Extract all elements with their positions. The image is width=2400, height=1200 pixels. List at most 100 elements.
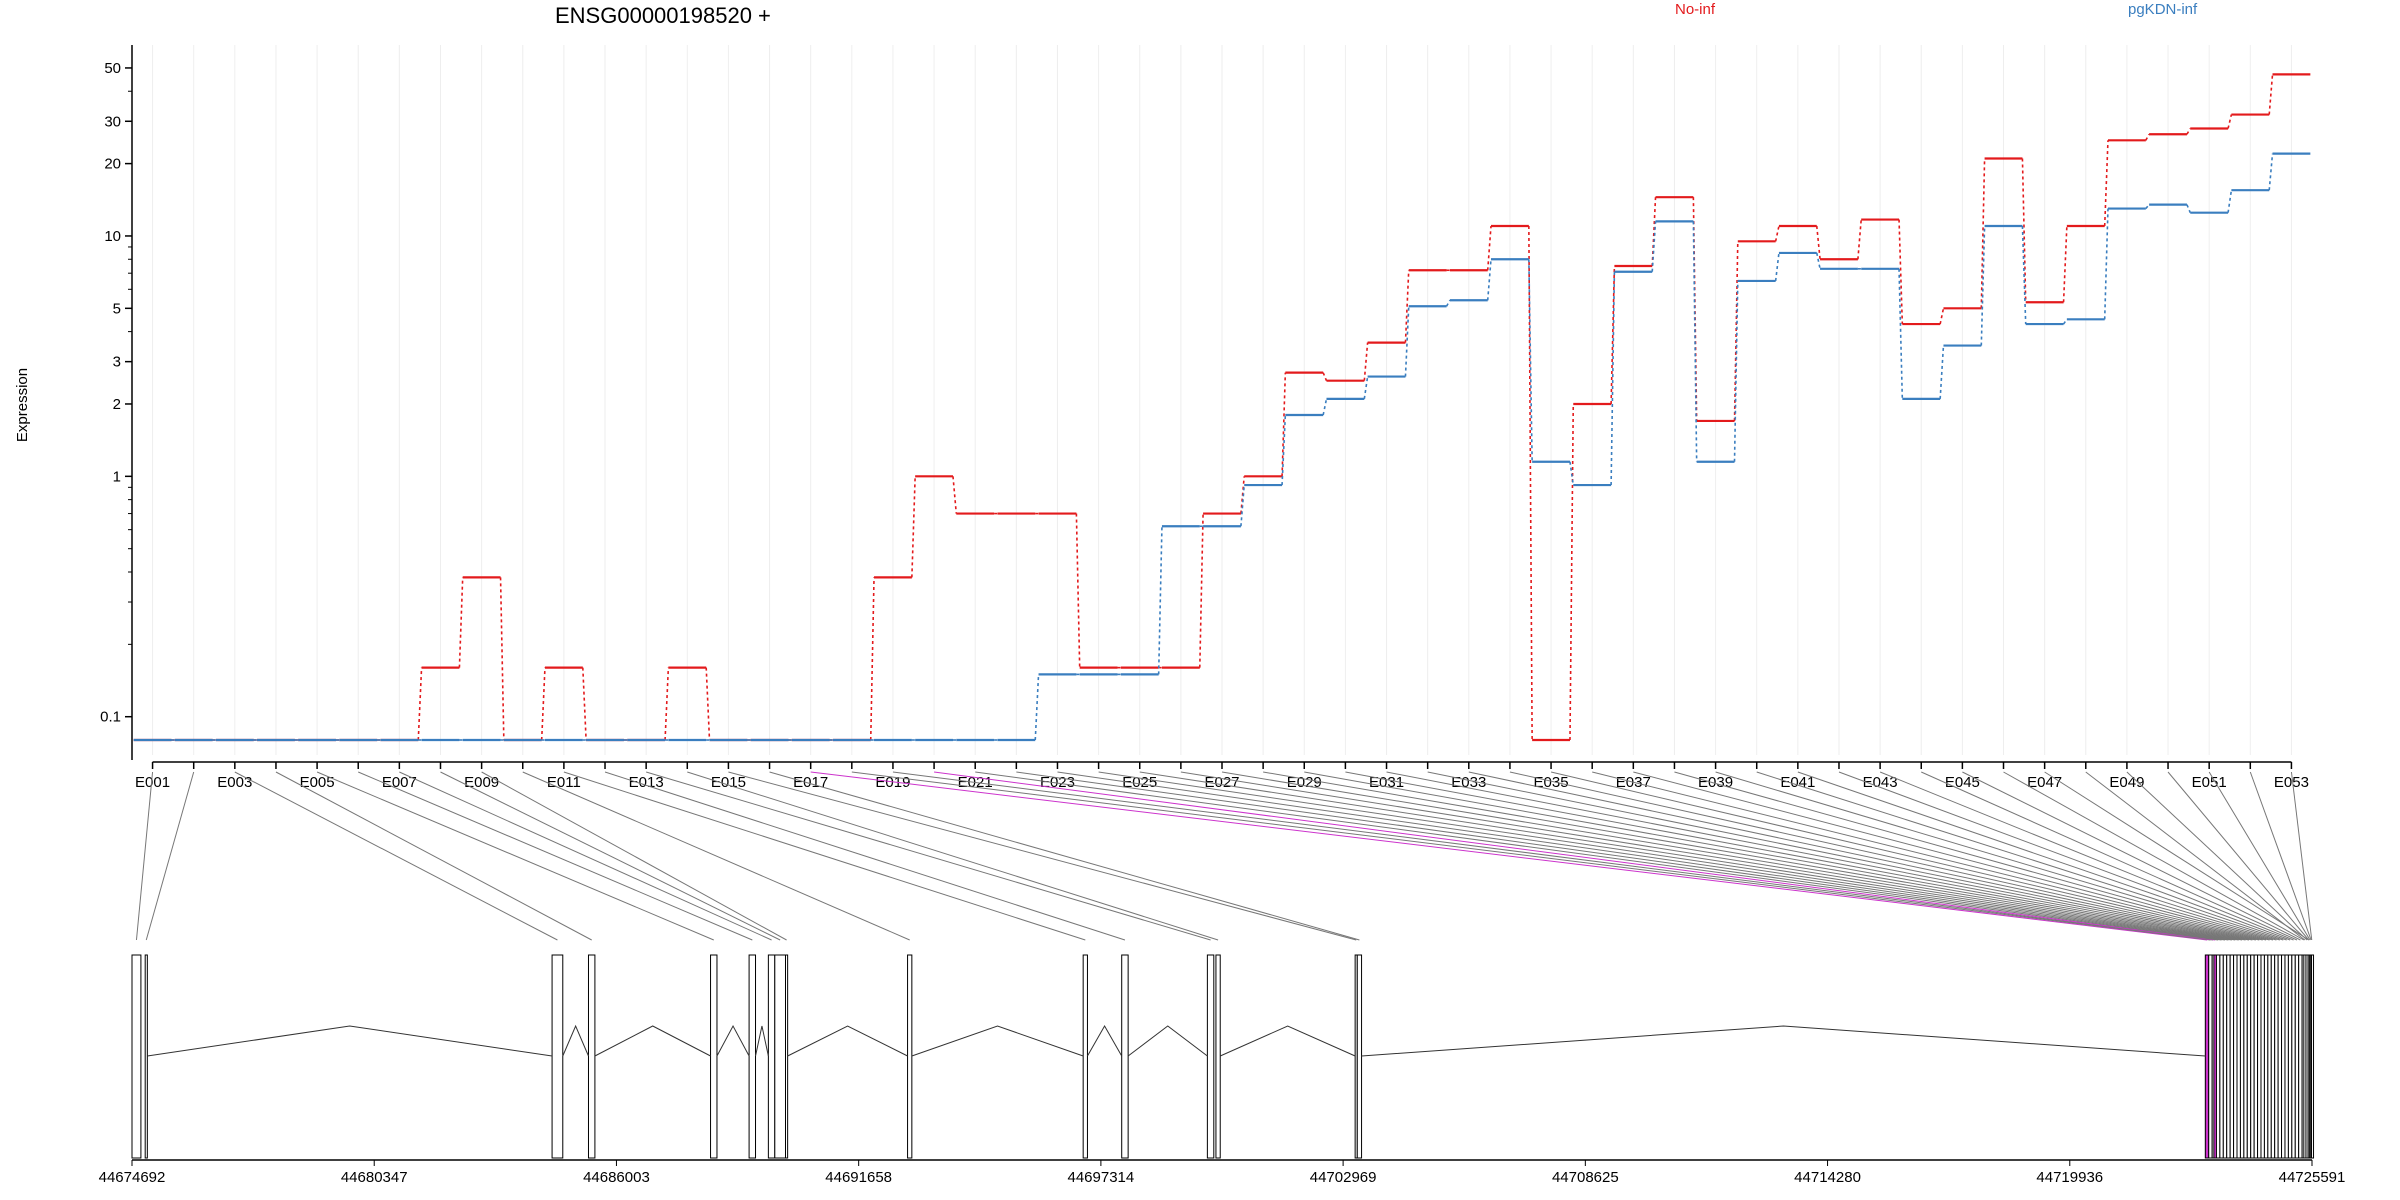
legend-entry-pgkdn-inf: pgKDN-inf [2128,1,2198,18]
exon-connector [316,771,714,941]
series-connector-no-inf [1322,372,1328,381]
series-connector-no-inf [1610,265,1616,404]
x-tick-label: E015 [711,774,746,791]
exon-connector [1016,771,2222,941]
exon-connector [1180,771,2236,941]
series-connector-no-inf [911,476,916,578]
y-tick-label: 20 [104,156,121,173]
series-connector-no-inf [417,667,423,741]
exon-connector [275,771,592,941]
exon-connector-lines [135,771,2313,941]
exon-box [2277,954,2283,1159]
series-connector-pgkdn-inf [1157,526,1163,675]
intron-line [594,1025,711,1057]
exon-connector [2249,771,2312,941]
exon-connector [1756,771,2284,941]
exon-box [774,954,786,1159]
series-connector-pgkdn-inf [2062,318,2068,325]
x-tick-label: E025 [1122,774,1157,791]
exon-connector [892,771,2214,941]
genomic-tick-label: 44691658 [825,1169,892,1186]
series-lines [133,73,2311,742]
exon-connector [1098,771,2229,941]
exon-box [2257,954,2262,1159]
series-connector-no-inf [664,667,670,741]
y-tick-label: 3 [113,354,121,371]
exon-connector [2044,771,2310,941]
exon-connector [934,771,2216,941]
exon-connector [2290,771,2313,941]
exon-connector [1468,771,2260,941]
genomic-tick-label: 44725591 [2279,1169,2346,1186]
exon-connector [851,771,2211,941]
exon-box [907,954,913,1159]
intron-line [1361,1025,2206,1057]
exon-connector [563,771,1086,941]
genomic-tick-label: 44697314 [1068,1169,1135,1186]
series-connector-pgkdn-inf [1733,280,1739,462]
exon-box [587,954,596,1159]
exon-connector [1633,771,2274,941]
exon-box [2233,954,2238,1159]
chart-title: ENSG00000198520 + [555,3,771,28]
x-tick-label: E041 [1780,774,1815,791]
series-connector-pgkdn-inf [1445,299,1451,307]
exon-box [2219,954,2224,1159]
exon-connector [604,771,1126,941]
y-tick-label: 1 [113,468,121,485]
exon-connector [769,771,1360,941]
exon-box [2294,954,2300,1159]
exon-box [2311,954,2315,1159]
exon-box [2204,954,2210,1159]
exon-connector [1386,771,2253,941]
series-connector-no-inf [1939,308,1945,325]
exon-box [2291,954,2296,1159]
exon-box [2274,954,2279,1159]
x-tick-label: E009 [464,774,499,791]
series-connector-no-inf [1651,197,1657,267]
x-tick-label: E011 [547,774,581,791]
exon-box [2263,954,2269,1159]
series-connector-pgkdn-inf [2186,204,2191,213]
exon-box [2236,954,2241,1159]
exon-box [2284,954,2289,1159]
series-connector-pgkdn-inf [2103,208,2109,320]
series-connector-no-inf [705,667,711,741]
exon-box [2243,954,2248,1159]
x-tick-label: E007 [382,774,417,791]
exon-connector [728,771,1357,941]
series-connector-pgkdn-inf [1486,259,1492,301]
x-tick-label: E045 [1945,774,1980,791]
series-connector-pgkdn-inf [1980,225,1986,346]
intron-line [147,1025,553,1057]
series-connector-no-inf [952,476,958,514]
series-connector-no-inf [1281,372,1287,477]
series-connector-no-inf [2145,133,2150,141]
series-connector-pgkdn-inf [1692,221,1698,462]
intron-line [562,1024,589,1057]
series-connector-pgkdn-inf [1034,674,1040,741]
exon-box [2226,954,2231,1159]
exon-box [1082,954,1088,1159]
series-connector-pgkdn-inf [1322,398,1328,416]
series-connector-pgkdn-inf [1774,252,1780,282]
exon-connector [2126,771,2308,941]
x-tick-label: E051 [2192,774,2227,791]
genomic-tick-label: 44702969 [1310,1169,1377,1186]
exon-connector [481,771,787,941]
series-connector-no-inf [2062,225,2068,303]
exon-connector [135,771,154,941]
series-connector-no-inf [1075,513,1081,668]
exon-box [2208,954,2213,1159]
exon-connector [399,771,772,941]
y-tick-label: 30 [104,113,121,130]
genomic-tick-label: 44714280 [1794,1169,1861,1186]
series-connector-no-inf [1980,158,1986,309]
genomic-tick-label: 44708625 [1552,1169,1619,1186]
y-tick-label: 50 [104,60,121,77]
exon-connector [234,771,558,941]
series-connector-no-inf [1569,403,1575,741]
series-connector-no-inf [1198,513,1204,668]
